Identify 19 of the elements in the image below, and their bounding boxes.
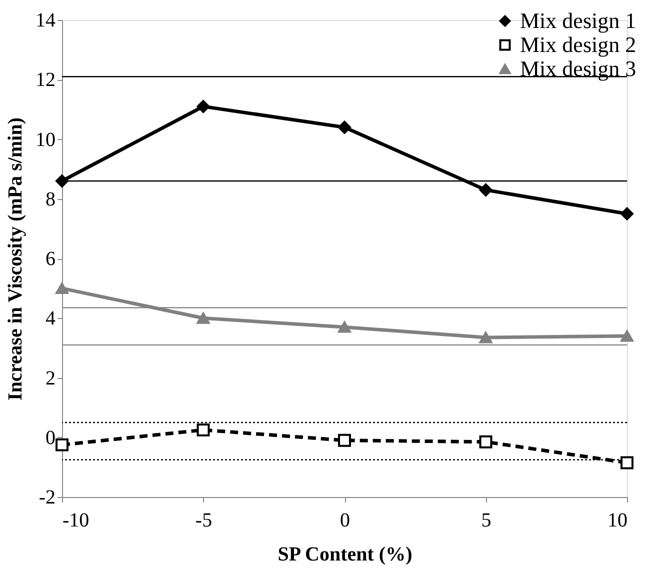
legend-label: Mix design 2: [520, 32, 636, 57]
y-tick-label: 2: [46, 367, 56, 390]
y-tick-label: 4: [46, 308, 56, 330]
y-tick-label: -2: [38, 486, 56, 508]
y-tick-label: 6: [46, 248, 56, 270]
legend-label: Mix design 3: [520, 56, 636, 81]
y-tick-label: 10: [36, 128, 56, 151]
y-tick-label: 12: [36, 69, 56, 92]
y-axis-title: Increase in Viscosity (mPa s/min): [4, 118, 26, 400]
x-tick-label: -5: [195, 510, 212, 532]
x-tick-label: -10: [62, 510, 90, 532]
y-tick-label: 14: [36, 10, 56, 32]
x-axis-title: SP Content (%): [278, 544, 412, 566]
legend-label: Mix design 1: [520, 8, 636, 33]
x-tick-label: 5: [481, 510, 492, 532]
y-tick-label: 0: [46, 426, 56, 449]
x-tick-label: 0: [340, 510, 350, 532]
x-tick-label: 10: [608, 510, 628, 532]
y-tick-label: 8: [46, 188, 56, 210]
